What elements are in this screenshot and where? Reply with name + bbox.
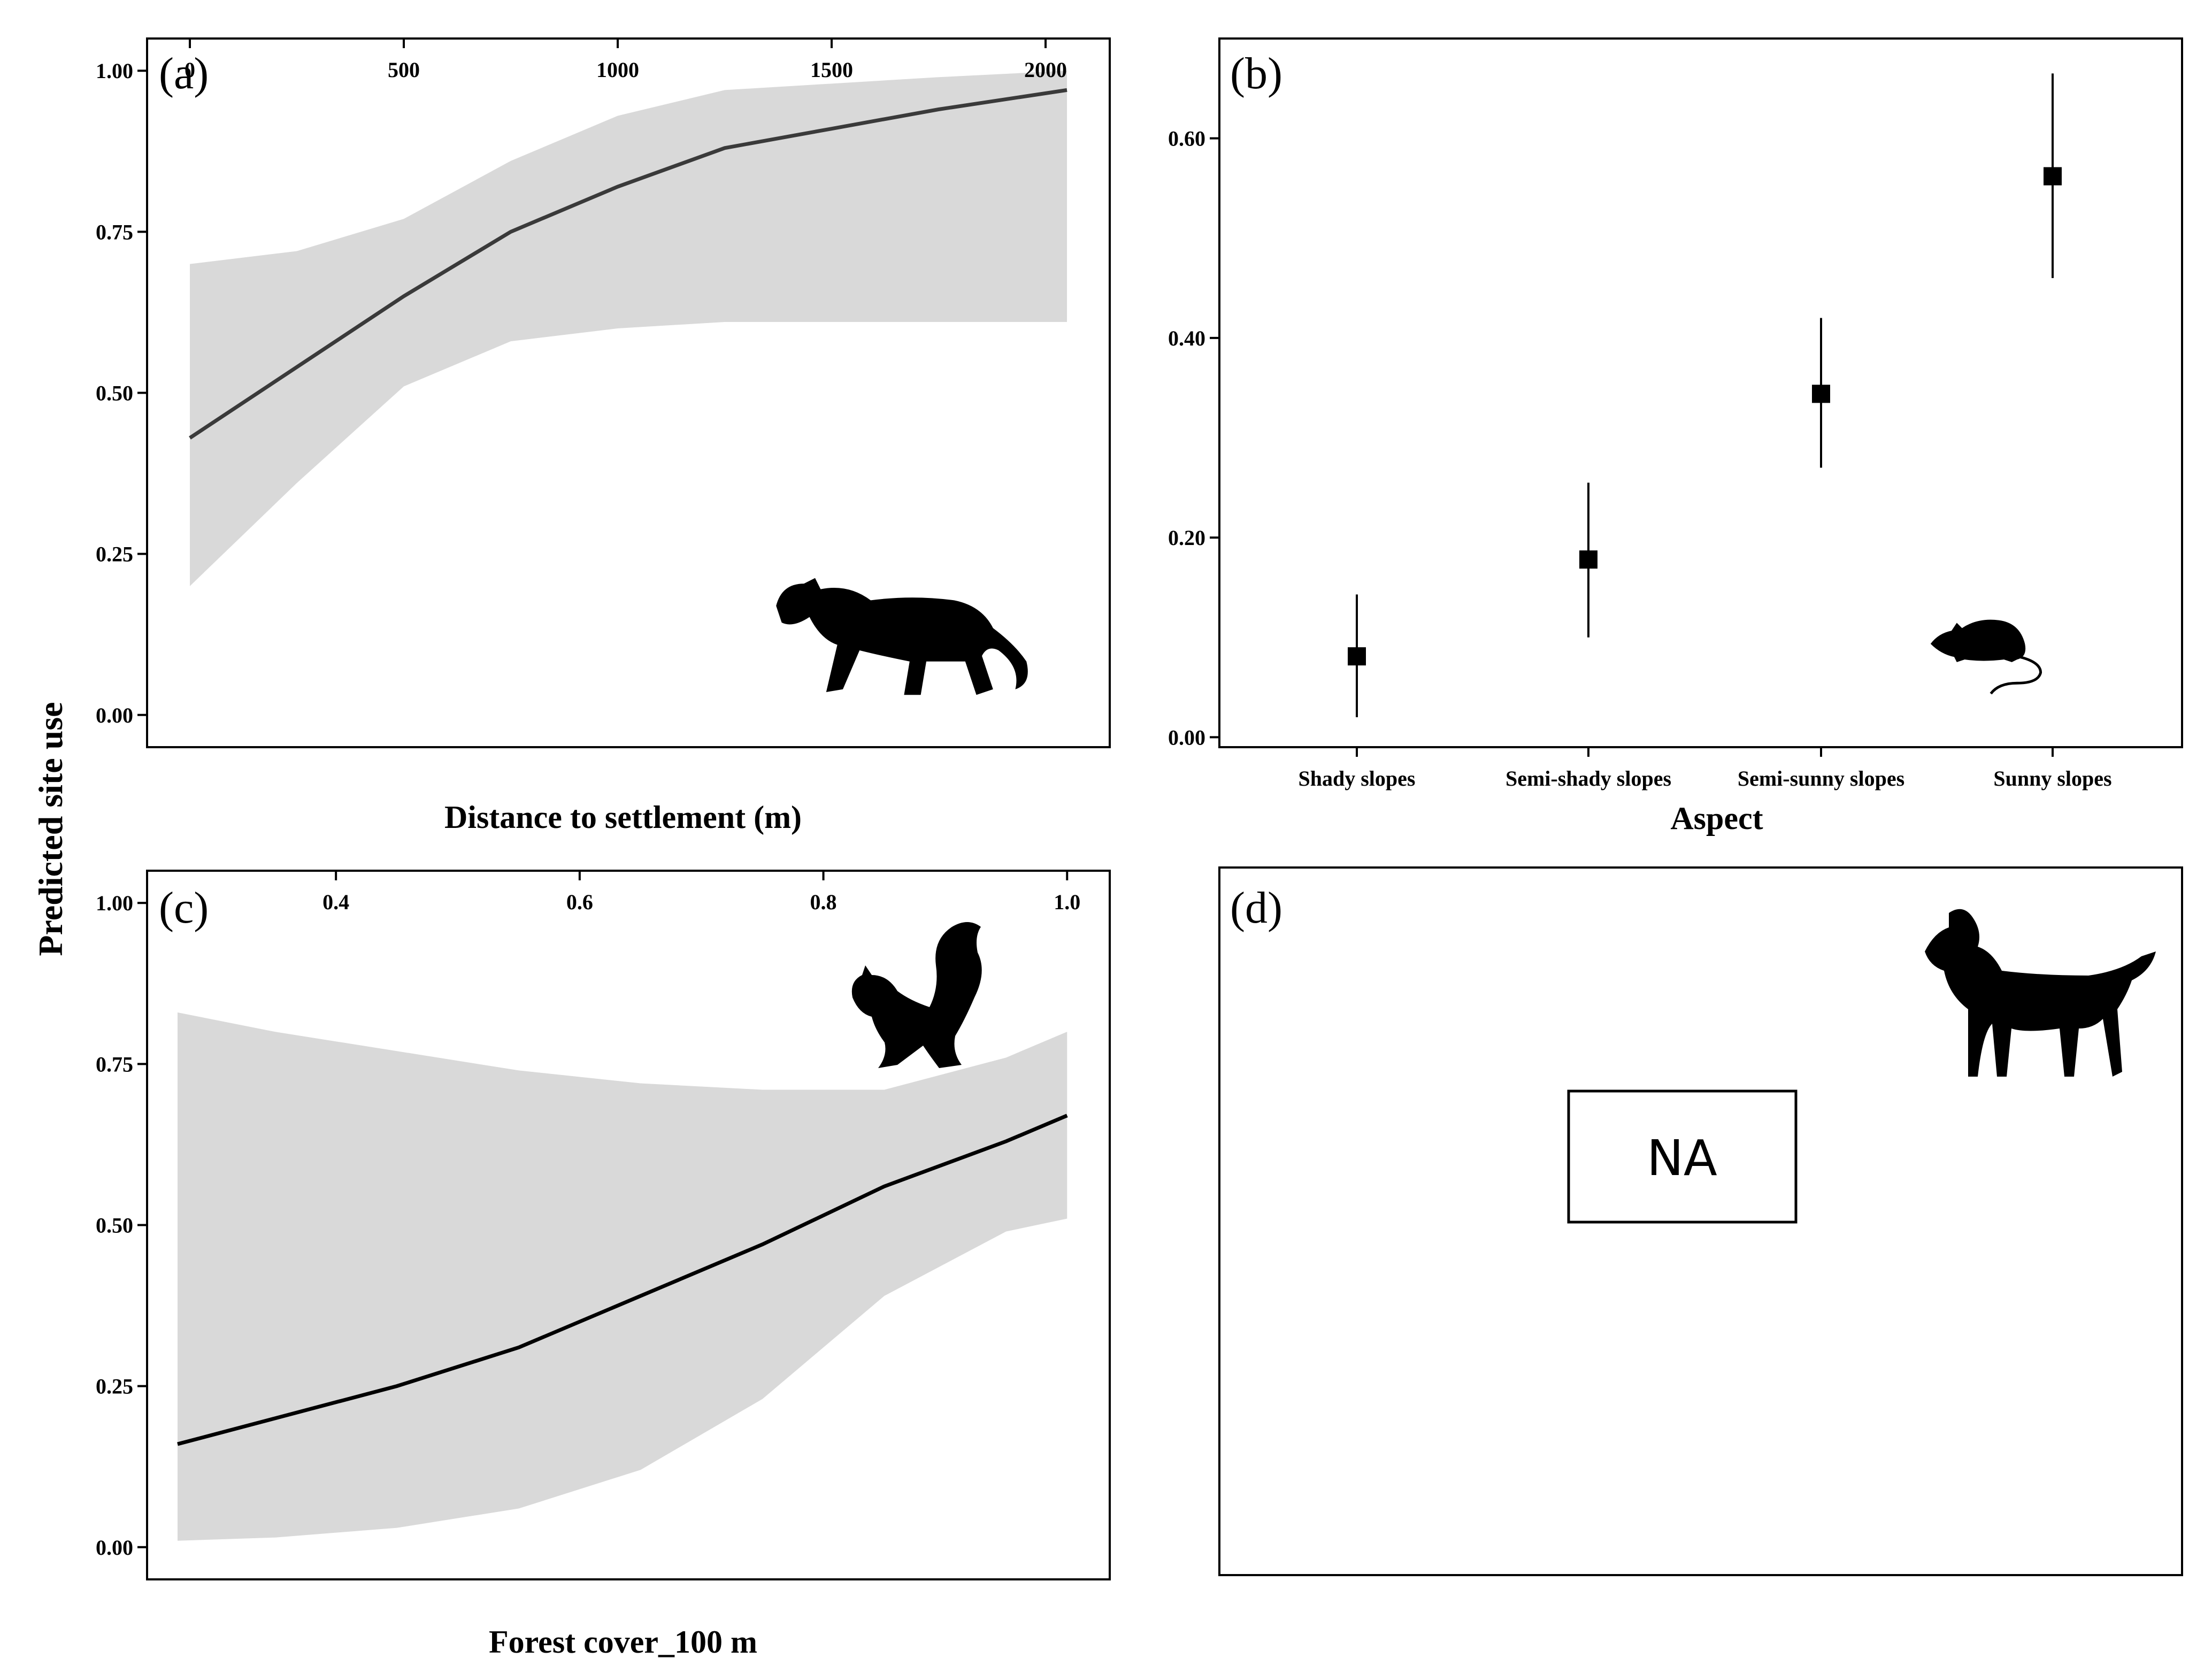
y-tick-label: 0.00	[96, 703, 133, 727]
x-tick-label: 0.6	[566, 890, 593, 914]
panel-d: (d) NA	[1218, 866, 2183, 1576]
x-axis-title-b: Aspect	[1670, 801, 1763, 836]
data-point	[2044, 167, 2062, 186]
panel-label-d: (d)	[1230, 883, 1282, 933]
y-tick-label: 0.75	[96, 1052, 133, 1076]
confidence-band	[177, 1012, 1067, 1541]
goat-silhouette-icon	[1925, 909, 2156, 1077]
puma-silhouette-icon	[776, 578, 1028, 695]
y-tick-label: 1.00	[96, 891, 133, 915]
y-tick-label: 0.25	[96, 1375, 133, 1399]
x-axis-title-c: Forest cover_100 m	[489, 1624, 757, 1658]
data-point	[1579, 550, 1597, 569]
y-tick-label: 0.20	[1168, 526, 1205, 550]
x-tick-label: 1500	[810, 58, 853, 82]
panel-label-a: (a)	[159, 49, 209, 98]
panel-c: 0.00 0.25 0.50 0.75 1.00 0.4 0.6 0.8 1.0 (c) Fo…	[96, 870, 1111, 1658]
data-point	[1812, 385, 1830, 403]
confidence-band	[190, 71, 1067, 586]
panel-b-frame	[1218, 37, 2183, 748]
y-tick-label: 0.25	[96, 542, 133, 566]
x-tick-label: 1.0	[1054, 890, 1080, 914]
y-tick-label: 0.50	[96, 1214, 133, 1238]
y-tick-label: 1.00	[96, 59, 133, 83]
y-tick-label: 0.75	[96, 220, 133, 244]
na-label: NA	[1647, 1130, 1717, 1187]
x-tick-label: 2000	[1024, 58, 1067, 82]
y-tick-label: 0.50	[96, 381, 133, 405]
squirrel-silhouette-icon	[851, 922, 982, 1068]
rat-silhouette-icon	[1931, 620, 2041, 694]
y-tick-label: 0.40	[1168, 326, 1205, 350]
panel-label-b: (b)	[1230, 49, 1282, 98]
panel-label-c: (c)	[159, 883, 209, 933]
y-tick-label: 0.00	[96, 1536, 133, 1560]
x-tick-label: 500	[388, 58, 420, 82]
panel-d-frame	[1218, 866, 2183, 1576]
x-tick-label: 0.4	[322, 890, 349, 914]
panel-b: 0.00 0.20 0.40 0.60 Shady slopes Semi-shady …	[1168, 37, 2183, 836]
x-tick-label: Sunny slopes	[1993, 766, 2111, 790]
y-tick-label: 0.00	[1168, 725, 1205, 749]
fit-line	[189, 88, 1067, 440]
data-point	[1348, 647, 1366, 666]
x-tick-label: 1000	[596, 58, 639, 82]
x-tick-label: Semi-sunny slopes	[1738, 766, 1904, 790]
panel-a: 0.00 0.25 0.50 0.75 1.00 0 500 1000 1500 2000 (a…	[96, 37, 1111, 835]
x-tick-label: Semi-shady slopes	[1506, 766, 1671, 790]
y-tick-label: 0.60	[1168, 127, 1205, 151]
x-tick-label: 0	[185, 58, 195, 82]
fit-line	[177, 1114, 1068, 1446]
na-box	[1567, 1089, 1798, 1224]
x-tick-label: 0.8	[810, 890, 837, 914]
x-axis-title-a: Distance to settlement (m)	[444, 800, 802, 835]
x-tick-label: Shady slopes	[1299, 766, 1416, 790]
